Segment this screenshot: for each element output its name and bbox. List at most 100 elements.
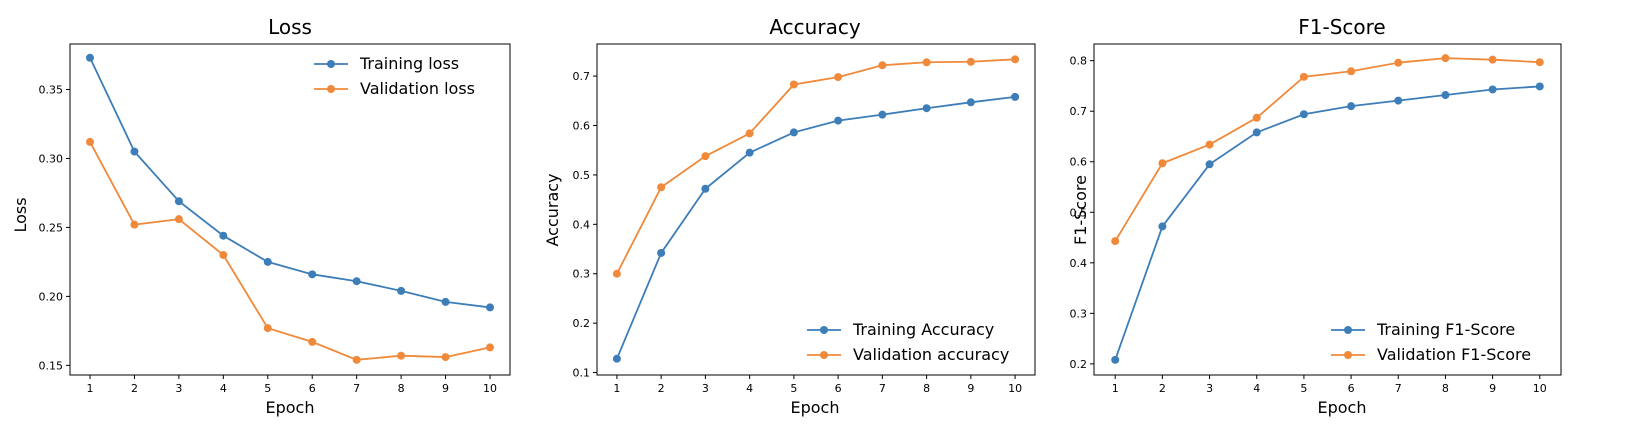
loss-axes-frame bbox=[69, 43, 511, 376]
accuracy-data-point bbox=[922, 58, 931, 67]
accuracy-data-point bbox=[745, 129, 754, 138]
accuracy-ytick-label: 0.3 bbox=[573, 268, 591, 281]
loss-data-point bbox=[397, 286, 406, 295]
loss-xtick-label: 9 bbox=[442, 382, 449, 395]
accuracy-ytick-label: 0.7 bbox=[573, 70, 591, 83]
loss-series-line-validation bbox=[89, 141, 491, 361]
loss-data-point bbox=[308, 270, 317, 279]
loss-chart: Loss Epoch Loss 1 2 3 4 5 6 7 8 9 10 0.15 0.20 0.25 0… bbox=[11, 15, 511, 417]
f1-data-point bbox=[1535, 82, 1544, 91]
accuracy-xtick-label: 1 bbox=[613, 382, 620, 395]
loss-data-point bbox=[174, 197, 183, 206]
f1-xtick-label: 5 bbox=[1300, 382, 1307, 395]
f1-xtick-label: 3 bbox=[1206, 382, 1213, 395]
loss-ytick-label: 0.20 bbox=[39, 290, 64, 303]
f1-chart-ylabel: F1-Score bbox=[1071, 175, 1090, 245]
accuracy-data-point bbox=[612, 354, 621, 363]
loss-xtick-label: 1 bbox=[87, 382, 94, 395]
f1-ytick-label: 0.8 bbox=[1070, 55, 1088, 68]
accuracy-legend-label: Training Accuracy bbox=[852, 320, 994, 339]
accuracy-data-point bbox=[789, 80, 798, 89]
loss-data-point bbox=[86, 53, 94, 62]
f1-data-point bbox=[1111, 237, 1120, 246]
loss-legend-label: Validation loss bbox=[360, 79, 475, 98]
loss-data-point bbox=[441, 297, 450, 306]
accuracy-data-point bbox=[1011, 55, 1020, 64]
accuracy-data-point bbox=[701, 184, 710, 193]
accuracy-xtick-label: 10 bbox=[1008, 382, 1022, 395]
f1-ytick-label: 0.6 bbox=[1070, 156, 1088, 169]
accuracy-data-point bbox=[701, 152, 710, 161]
f1-xtick-label: 4 bbox=[1253, 382, 1260, 395]
f1-data-point bbox=[1252, 128, 1261, 137]
accuracy-data-point bbox=[966, 57, 975, 66]
loss-xtick-label: 3 bbox=[175, 382, 182, 395]
f1-axes-frame bbox=[1093, 43, 1562, 376]
accuracy-xtick-label: 7 bbox=[879, 382, 886, 395]
accuracy-xtick-label: 8 bbox=[923, 382, 930, 395]
loss-legend-marker bbox=[327, 60, 335, 68]
accuracy-xtick-label: 4 bbox=[746, 382, 753, 395]
f1-data-point bbox=[1394, 96, 1403, 105]
accuracy-data-point bbox=[878, 61, 887, 70]
loss-data-point bbox=[263, 257, 272, 266]
accuracy-xtick-label: 5 bbox=[790, 382, 797, 395]
accuracy-legend-label: Validation accuracy bbox=[853, 345, 1009, 364]
loss-data-point bbox=[397, 351, 406, 360]
accuracy-xtick-label: 3 bbox=[702, 382, 709, 395]
loss-data-point bbox=[486, 343, 494, 352]
loss-data-point bbox=[86, 137, 94, 146]
f1-xtick-label: 9 bbox=[1489, 382, 1496, 395]
accuracy-data-point bbox=[657, 183, 666, 192]
accuracy-xtick-label: 9 bbox=[967, 382, 974, 395]
f1-chart-title: F1-Score bbox=[1298, 15, 1385, 39]
accuracy-chart-ylabel: Accuracy bbox=[543, 173, 562, 246]
accuracy-ytick-label: 0.6 bbox=[573, 120, 591, 133]
f1-ytick-label: 0.2 bbox=[1070, 358, 1088, 371]
f1-data-point bbox=[1441, 54, 1450, 63]
f1-data-point bbox=[1205, 160, 1214, 169]
loss-data-point bbox=[130, 147, 139, 156]
f1-data-point bbox=[1158, 159, 1167, 168]
loss-chart-ylabel: Loss bbox=[11, 197, 30, 232]
f1-data-point bbox=[1488, 55, 1497, 64]
loss-xtick-label: 2 bbox=[131, 382, 138, 395]
accuracy-legend-marker bbox=[820, 351, 828, 359]
accuracy-data-point bbox=[878, 110, 887, 119]
f1-data-point bbox=[1347, 67, 1356, 76]
accuracy-data-point bbox=[1011, 92, 1020, 101]
accuracy-ytick-label: 0.2 bbox=[573, 317, 591, 330]
f1-series-line-training bbox=[1114, 85, 1540, 361]
accuracy-data-point bbox=[612, 269, 621, 278]
loss-data-point bbox=[219, 231, 228, 240]
loss-data-point bbox=[486, 303, 494, 312]
f1-series-line-validation bbox=[1114, 57, 1540, 242]
accuracy-ytick-label: 0.5 bbox=[573, 169, 591, 182]
f1-data-point bbox=[1535, 58, 1544, 67]
loss-chart-xlabel: Epoch bbox=[266, 398, 315, 417]
accuracy-data-point bbox=[834, 116, 843, 125]
loss-ytick-label: 0.25 bbox=[39, 221, 64, 234]
f1-data-point bbox=[1158, 222, 1167, 231]
accuracy-data-point bbox=[657, 248, 666, 257]
f1-xtick-label: 7 bbox=[1395, 382, 1402, 395]
accuracy-chart-title: Accuracy bbox=[769, 15, 860, 39]
loss-legend-label: Training loss bbox=[359, 54, 459, 73]
accuracy-chart-xlabel: Epoch bbox=[791, 398, 840, 417]
loss-xtick-label: 7 bbox=[353, 382, 360, 395]
f1-xtick-label: 6 bbox=[1348, 382, 1355, 395]
f1-xtick-label: 1 bbox=[1112, 382, 1119, 395]
f1-ytick-label: 0.4 bbox=[1070, 257, 1088, 270]
f1-data-point bbox=[1441, 91, 1450, 100]
loss-xtick-label: 10 bbox=[483, 382, 497, 395]
f1-legend-label: Training F1-Score bbox=[1376, 320, 1515, 339]
loss-data-point bbox=[308, 337, 317, 346]
f1-ytick-label: 0.5 bbox=[1070, 206, 1088, 219]
loss-data-point bbox=[130, 220, 139, 229]
loss-xtick-label: 5 bbox=[264, 382, 271, 395]
accuracy-ytick-label: 0.1 bbox=[573, 367, 591, 380]
f1-xtick-label: 10 bbox=[1533, 382, 1547, 395]
loss-ytick-label: 0.30 bbox=[39, 152, 64, 165]
f1-xtick-label: 2 bbox=[1159, 382, 1166, 395]
